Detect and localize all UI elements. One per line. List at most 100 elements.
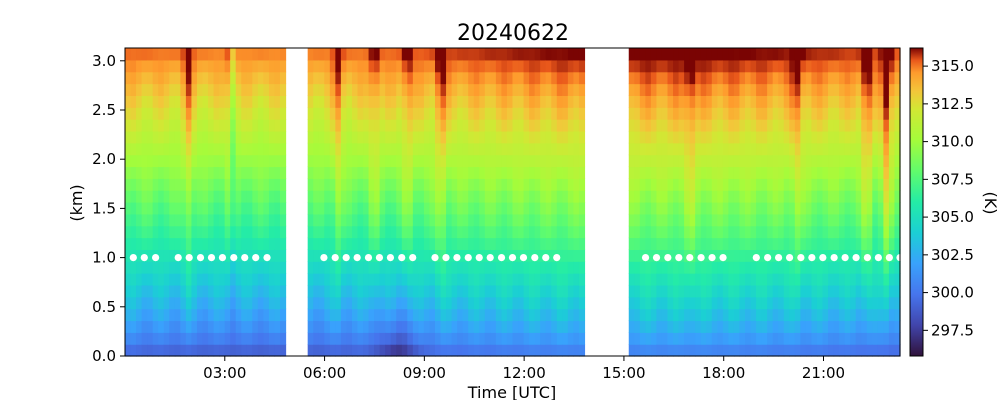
heatmap-cell — [363, 154, 370, 168]
heatmap-cell — [667, 237, 674, 250]
heatmap-cell — [573, 213, 580, 227]
heatmap-cell — [877, 273, 884, 286]
heatmap-cell — [783, 202, 790, 215]
heatmap-cell — [562, 320, 569, 333]
heatmap-cell — [877, 202, 884, 215]
heatmap-cell — [567, 119, 574, 132]
heatmap-cell — [390, 213, 397, 227]
heatmap-cell — [429, 332, 436, 345]
heatmap-cell — [750, 296, 757, 310]
heatmap-cell — [523, 296, 530, 310]
heatmap-cell — [357, 308, 364, 322]
heatmap-cell — [534, 83, 541, 96]
heatmap-cell — [490, 83, 497, 96]
heatmap-cell — [661, 178, 669, 191]
heatmap-cell — [794, 261, 801, 274]
heatmap-cell — [169, 130, 176, 144]
heatmap-cell — [324, 119, 331, 132]
heatmap-cell — [783, 190, 790, 203]
heatmap-cell — [761, 225, 768, 239]
heatmap-cell — [368, 83, 375, 96]
marker-point — [841, 254, 849, 262]
heatmap-cell — [545, 130, 552, 144]
heatmap-cell — [208, 237, 215, 250]
heatmap-cell — [822, 225, 829, 239]
heatmap-cell — [158, 202, 165, 215]
heatmap-cell — [246, 296, 253, 310]
heatmap-cell — [368, 48, 375, 61]
heatmap-cell — [772, 332, 779, 345]
heatmap-cell — [855, 71, 862, 85]
heatmap-cell — [252, 320, 259, 333]
heatmap-cell — [185, 213, 193, 227]
heatmap-cell — [556, 332, 563, 345]
heatmap-cell — [390, 332, 397, 345]
heatmap-cell — [888, 284, 896, 298]
heatmap-cell — [412, 59, 419, 73]
heatmap-cell — [174, 107, 181, 120]
heatmap-cell — [479, 308, 486, 322]
marker-point — [885, 254, 893, 262]
heatmap-cell — [783, 273, 790, 286]
heatmap-cell — [457, 225, 464, 239]
heatmap-cell — [468, 202, 475, 215]
heatmap-cell — [418, 213, 425, 227]
heatmap-cell — [861, 344, 868, 357]
heatmap-cell — [257, 320, 264, 333]
heatmap-cell — [789, 142, 796, 156]
colorbar-tick-label: 300.0 — [931, 284, 974, 302]
heatmap-cell — [407, 344, 414, 357]
heatmap-cell — [667, 202, 674, 215]
heatmap-cell — [578, 190, 586, 203]
heatmap-cell — [872, 296, 879, 310]
heatmap-cell — [628, 130, 635, 144]
heatmap-cell — [534, 71, 541, 85]
heatmap-cell — [335, 190, 342, 203]
heatmap-cell — [634, 237, 641, 250]
heatmap-cell — [307, 320, 314, 333]
heatmap-cell — [739, 107, 746, 120]
heatmap-cell — [556, 107, 563, 120]
heatmap-cell — [695, 296, 702, 310]
heatmap-cell — [783, 308, 790, 322]
heatmap-cell — [484, 308, 491, 322]
heatmap-cell — [695, 320, 702, 333]
heatmap-cell — [684, 48, 691, 61]
heatmap-cell — [695, 48, 702, 61]
heatmap-cell — [446, 83, 453, 96]
heatmap-cell — [340, 202, 348, 215]
heatmap-cell — [374, 320, 381, 333]
heatmap-cell — [767, 83, 774, 96]
heatmap-cell — [805, 178, 813, 191]
heatmap-cell — [689, 202, 696, 215]
heatmap-cell — [390, 284, 397, 298]
heatmap-cell — [351, 154, 359, 168]
heatmap-cell — [418, 296, 425, 310]
heatmap-cell — [191, 344, 198, 357]
heatmap-cell — [645, 48, 652, 61]
heatmap-cell — [351, 83, 359, 96]
marker-point — [675, 254, 683, 262]
heatmap-cell — [390, 320, 397, 333]
heatmap-cell — [562, 59, 569, 73]
heatmap-cell — [711, 202, 718, 215]
heatmap-cell — [667, 142, 674, 156]
heatmap-cell — [717, 213, 724, 227]
heatmap-cell — [141, 332, 148, 345]
heatmap-cell — [800, 320, 807, 333]
heatmap-cell — [495, 154, 503, 168]
heatmap-cell — [324, 48, 331, 61]
heatmap-cell — [761, 308, 768, 322]
heatmap-cell — [650, 59, 658, 73]
heatmap-cell — [462, 213, 469, 227]
heatmap-cell — [141, 320, 148, 333]
heatmap-cell — [567, 83, 574, 96]
heatmap-cell — [805, 237, 813, 250]
heatmap-cell — [512, 190, 519, 203]
heatmap-cell — [678, 119, 685, 132]
heatmap-cell — [318, 71, 325, 85]
heatmap-cell — [556, 95, 563, 108]
heatmap-cell — [861, 119, 868, 132]
heatmap-cell — [772, 308, 779, 322]
heatmap-cell — [357, 332, 364, 345]
